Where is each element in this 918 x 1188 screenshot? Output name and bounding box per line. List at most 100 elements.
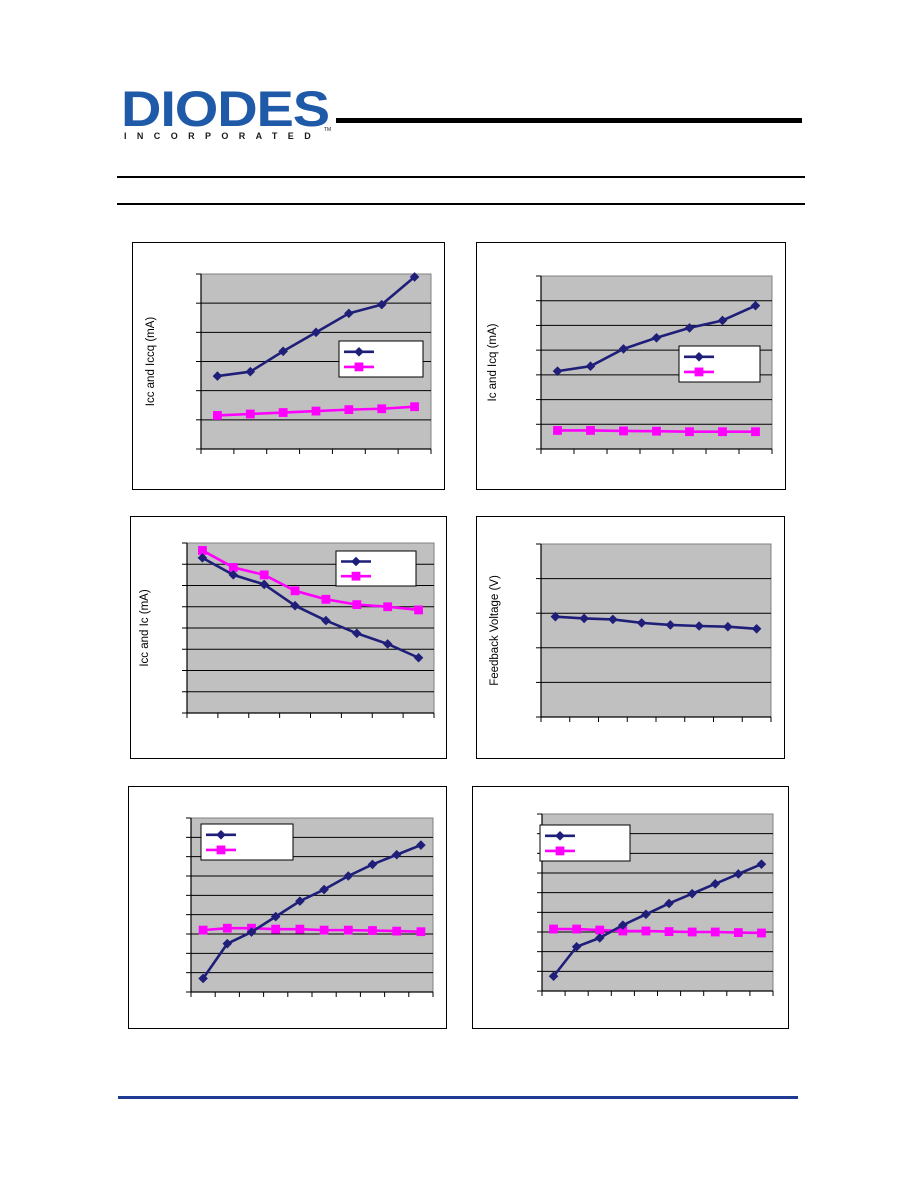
data-point: [344, 308, 354, 319]
footer-rule: [118, 1096, 798, 1099]
data-point: [652, 426, 661, 436]
data-point: [618, 926, 628, 936]
data-point: [383, 602, 393, 612]
data-point: [641, 926, 651, 936]
chart-panel-4: Feedback Voltage (V): [476, 516, 785, 759]
legend-box: [338, 340, 424, 378]
header-rule-thick: [336, 118, 802, 123]
data-point: [278, 346, 288, 357]
data-point: [586, 426, 595, 435]
legend-marker: [694, 367, 704, 377]
data-point: [757, 928, 766, 938]
series-line: [201, 549, 419, 612]
data-point: [343, 925, 353, 935]
chart-panel-3: Icc and Ic (mA): [130, 516, 447, 759]
data-point: [198, 546, 207, 555]
data-point: [344, 405, 354, 415]
data-point: [636, 618, 647, 628]
chart-1: Icc and Iccq (mA): [145, 272, 432, 454]
data-point: [352, 600, 362, 610]
data-point: [368, 926, 377, 935]
data-point: [222, 923, 232, 933]
chart-6: [537, 813, 774, 996]
data-point: [246, 927, 257, 937]
data-point: [410, 402, 419, 412]
data-point: [595, 925, 605, 935]
data-point: [295, 924, 305, 934]
y-axis-label: Icc and Ic (mA): [139, 589, 151, 666]
legend-marker: [555, 846, 565, 856]
data-point: [259, 570, 269, 580]
series-line: [555, 615, 757, 631]
legend-marker: [216, 830, 226, 840]
series-line: [552, 862, 762, 978]
data-point: [391, 849, 402, 860]
data-point: [321, 594, 331, 604]
chart-panel-2: Ic and Icq (mA): [476, 242, 786, 490]
series-1: [198, 840, 426, 984]
data-point: [618, 920, 628, 930]
data-point: [694, 621, 704, 631]
series-line: [202, 926, 421, 933]
legend-marker: [216, 845, 226, 855]
diodes-logo: DIODES INCORPORATED TM: [121, 86, 331, 141]
data-point: [245, 409, 255, 419]
data-point: [549, 924, 558, 934]
data-point: [414, 605, 423, 615]
data-point: [392, 926, 402, 936]
chart-5: [186, 817, 434, 997]
logo-sub-text: INCORPORATED: [124, 131, 320, 141]
data-point: [319, 925, 329, 935]
series-line: [553, 927, 762, 935]
data-point: [213, 411, 222, 420]
data-point: [270, 911, 281, 922]
data-point: [641, 909, 651, 920]
data-point: [756, 859, 767, 869]
data-point: [278, 408, 288, 417]
legend-box: [335, 550, 417, 587]
y-axis-label: Icc and Iccq (mA): [145, 317, 157, 407]
y-axis-label: Feedback Voltage (V): [489, 575, 501, 686]
chart-4: Feedback Voltage (V): [489, 543, 772, 722]
data-point: [271, 924, 281, 934]
legend-box: [539, 824, 631, 862]
data-point: [733, 869, 744, 879]
series-line: [201, 556, 420, 659]
data-point: [664, 898, 674, 909]
data-point: [664, 927, 674, 937]
chart-panel-6: [472, 786, 789, 1029]
chart-panel-1: Icc and Iccq (mA): [132, 242, 445, 490]
data-point: [687, 927, 697, 937]
plot-area: [540, 543, 772, 718]
legend-marker: [351, 571, 361, 581]
chart-2: Ic and Icq (mA): [487, 275, 773, 454]
data-point: [710, 927, 720, 937]
header-rule-top: [117, 176, 805, 178]
logo-tm-text: TM: [324, 127, 331, 133]
logo-main-text: DIODES: [121, 86, 329, 137]
series-2: [198, 546, 423, 615]
chart-3: Icc and Ic (mA): [139, 542, 435, 718]
data-point: [222, 938, 233, 949]
legend: [539, 824, 631, 862]
data-point: [311, 406, 321, 416]
legend-marker: [555, 831, 565, 841]
data-point: [733, 928, 743, 937]
legend: [678, 345, 761, 383]
data-point: [553, 426, 562, 435]
data-point: [377, 404, 387, 414]
data-point: [687, 888, 697, 899]
data-point: [619, 426, 628, 436]
data-point: [367, 859, 378, 870]
legend: [335, 550, 417, 587]
data-point: [290, 586, 300, 596]
data-point: [295, 896, 305, 906]
legend: [200, 823, 294, 861]
header-rule-bottom: [117, 203, 805, 205]
data-point: [685, 427, 694, 437]
y-axis-label: Ic and Icq (mA): [487, 323, 499, 401]
data-point: [198, 925, 208, 935]
data-point: [416, 927, 426, 937]
series-2: [549, 924, 766, 938]
data-point: [751, 427, 760, 437]
